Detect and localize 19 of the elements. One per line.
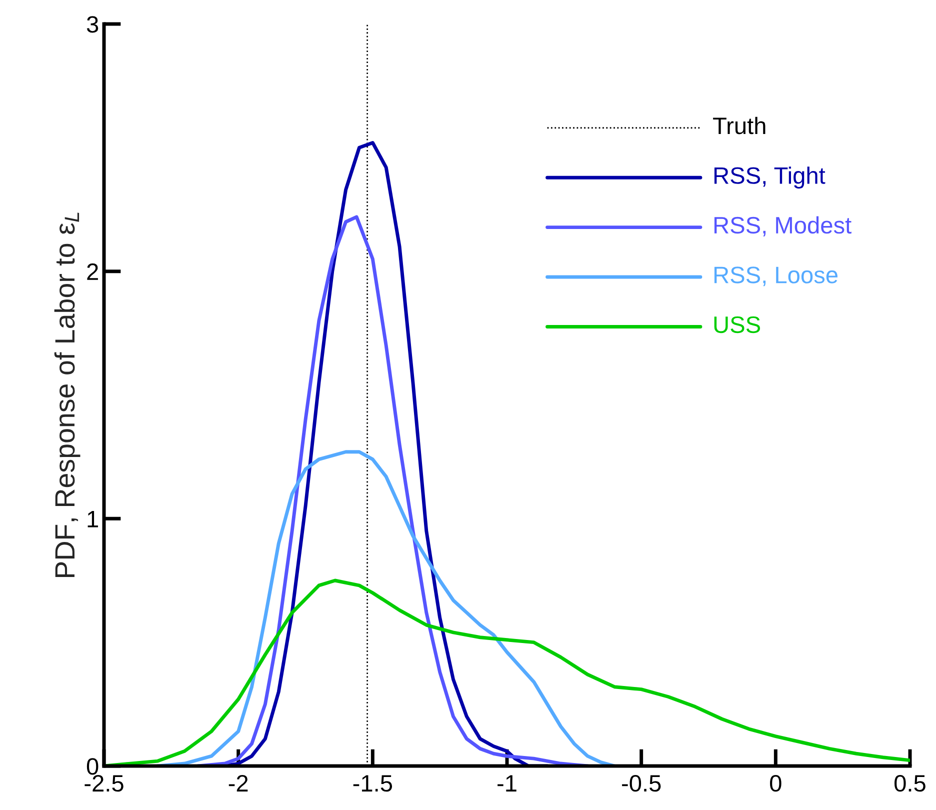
x-tick-label: 0.5 [894, 774, 926, 792]
y-tick-label: 3 [86, 16, 98, 33]
x-tick-label: -2.5 [84, 774, 124, 792]
y-axis-title: PDF, Response of Labor to ε$_{L}$ [54, 212, 80, 578]
text: RSS, Modest [714, 216, 852, 236]
x-tick-label: -2 [228, 774, 248, 792]
ref-line-label: Truth [713, 116, 766, 134]
line-series [196, 215, 590, 766]
y-tick-label: 2 [87, 263, 98, 280]
y-tick-label: 1 [88, 510, 98, 528]
x-tick-label: -0.5 [622, 774, 661, 792]
x-tick-label: -1.5 [353, 775, 392, 792]
text: RSS, Loose [714, 266, 838, 286]
y-tick-label: 0 [86, 758, 98, 775]
x-tick-label: -1 [498, 775, 516, 792]
text: RSS, Tight [714, 166, 826, 189]
line-series [156, 450, 616, 766]
text: USS [714, 316, 760, 334]
x-tick-label: 0 [770, 774, 782, 792]
